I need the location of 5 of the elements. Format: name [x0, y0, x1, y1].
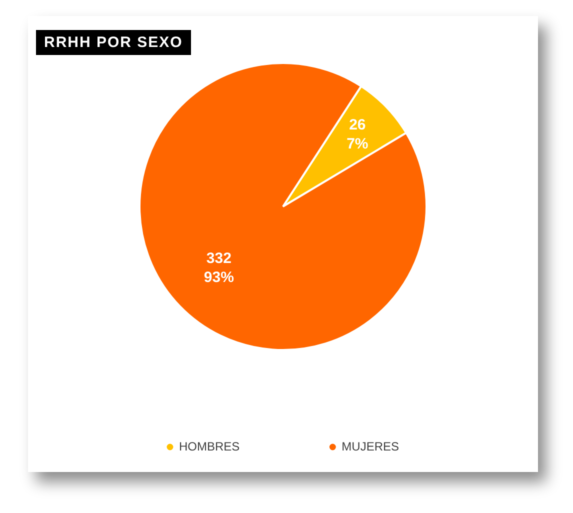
data-label: 332 93%: [204, 250, 234, 286]
chart-title: RRHH POR SEXO: [36, 30, 191, 55]
legend-label: MUJERES: [342, 439, 400, 454]
data-label: 26 7%: [346, 116, 368, 152]
legend-label: HOMBRES: [178, 439, 240, 454]
